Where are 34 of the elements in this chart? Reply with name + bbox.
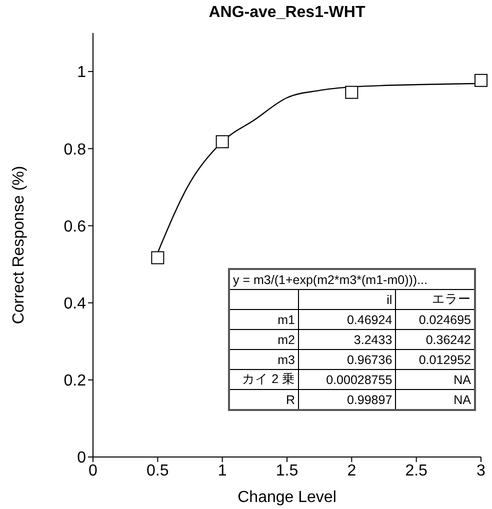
x-tick-label: 3 (476, 462, 486, 480)
x-tick-label: 0 (88, 462, 98, 480)
annotation: y = m3/(1+exp(m2*m3*(m1-m0)))... (229, 269, 475, 290)
annotation: 3.2433 (298, 330, 396, 350)
annotation: 0.012952 (396, 350, 475, 370)
x-tick-label: 1 (218, 462, 227, 480)
annotation: m3 (229, 350, 298, 370)
y-axis-title: Correct Response (%) (10, 166, 28, 324)
annotation: 0.99897 (298, 390, 396, 410)
annotation: m1 (229, 310, 298, 330)
y-tick-label: 0.6 (64, 218, 86, 236)
y-tick-label: 0.8 (64, 141, 86, 158)
chart-title: ANG-ave_Res1-WHT (208, 4, 366, 22)
annotation: il (298, 290, 396, 310)
y-tick-label: 1 (77, 64, 86, 82)
y-tick-label: 0 (77, 450, 86, 467)
annotation: 0.024695 (396, 310, 475, 330)
annotation: m2 (229, 330, 298, 350)
annotation: NA (396, 390, 475, 410)
annotation: R (229, 390, 298, 410)
annotation: 0.00028755 (298, 370, 396, 390)
annotation: カイ 2 乗 (229, 370, 298, 390)
annotation: 0.96736 (298, 350, 396, 370)
y-tick-label: 0.4 (64, 296, 86, 312)
x-tick-label: 0.5 (146, 462, 169, 480)
x-tick-label: 2 (347, 462, 356, 480)
x-tick-label: 2.5 (405, 462, 428, 480)
x-tick-label: 1.5 (276, 462, 298, 480)
annotation: NA (396, 370, 475, 390)
annotation: 0.46924 (298, 310, 396, 330)
annotation: エラー (396, 290, 475, 310)
x-axis-title: Change Level (238, 489, 336, 506)
y-tick-label: 0.2 (64, 372, 86, 390)
annotation: 0.36242 (396, 330, 475, 350)
